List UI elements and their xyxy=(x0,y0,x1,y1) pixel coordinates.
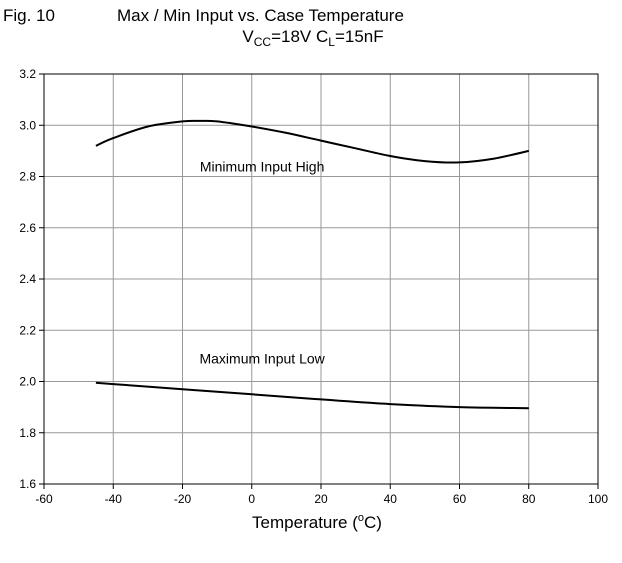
x-axis-label-suffix: C) xyxy=(364,513,382,532)
x-tick-label: -40 xyxy=(105,492,123,506)
degree-superscript: o xyxy=(357,512,364,524)
x-tick-label: 100 xyxy=(588,492,608,506)
y-tick-label: 3.0 xyxy=(19,118,36,132)
chart-title-row: Fig. 10 Max / Min Input vs. Case Tempera… xyxy=(0,6,622,28)
y-tick-label: 2.4 xyxy=(19,272,36,286)
x-axis-label-prefix: Temperature ( xyxy=(252,513,358,532)
series-line-minimum-input-high xyxy=(95,119,530,164)
x-tick-label: 80 xyxy=(522,492,536,506)
figure-label: Fig. 10 xyxy=(3,6,55,25)
x-tick-label: -20 xyxy=(174,492,192,506)
series-label-maximum-input-low: Maximum Input Low xyxy=(199,351,325,367)
vcc-value: =18V C xyxy=(271,27,329,46)
x-tick-label: -60 xyxy=(35,492,53,506)
cl-subscript: L xyxy=(328,35,335,49)
y-tick-label: 1.8 xyxy=(19,426,36,440)
y-tick-label: 1.6 xyxy=(19,477,36,491)
chart-subtitle: VCC=18V CL=15nF xyxy=(0,27,622,49)
vcc-subscript: CC xyxy=(253,35,272,49)
x-tick-label: 40 xyxy=(384,492,398,506)
series-line-maximum-input-low xyxy=(95,381,529,410)
x-tick-label: 20 xyxy=(314,492,328,506)
x-tick-label: 0 xyxy=(248,492,255,506)
y-tick-label: 2.2 xyxy=(19,323,36,337)
vcc-symbol: V xyxy=(242,27,254,46)
x-tick-label: 60 xyxy=(453,492,467,506)
cl-value: =15nF xyxy=(334,27,384,46)
series-label-minimum-input-high: Minimum Input High xyxy=(200,158,325,174)
y-tick-label: 2.0 xyxy=(19,375,36,389)
chart-title: Max / Min Input vs. Case Temperature xyxy=(117,6,404,25)
y-tick-label: 3.2 xyxy=(19,67,36,81)
y-tick-label: 2.8 xyxy=(19,170,36,184)
x-axis-label: Temperature (oC) xyxy=(0,512,622,533)
y-tick-label: 2.6 xyxy=(19,221,36,235)
